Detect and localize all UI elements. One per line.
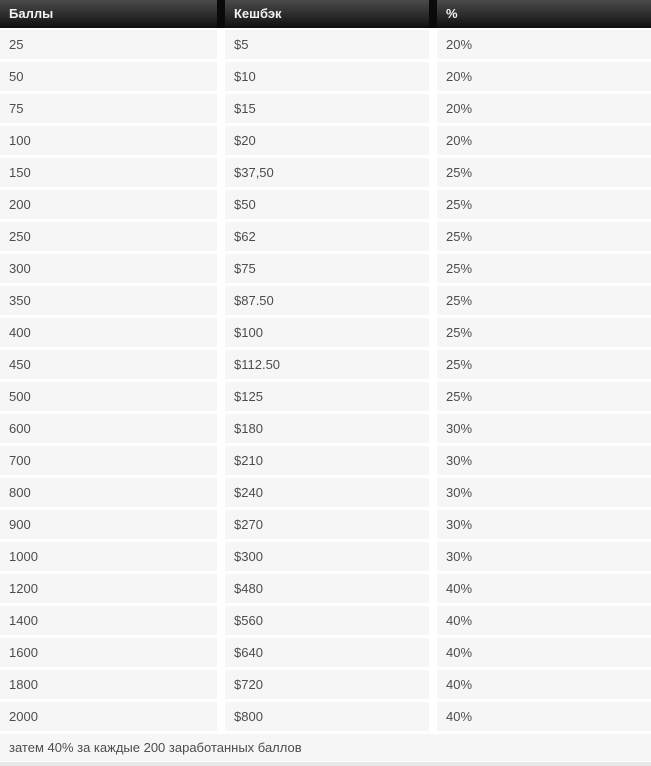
cell-cashback: $50 [225, 190, 429, 219]
cell-cashback: $112.50 [225, 350, 429, 379]
cell-points: 25 [0, 30, 217, 59]
column-header-points: Баллы [0, 0, 217, 28]
column-header-cashback: Кешбэк [225, 0, 429, 28]
cell-cashback: $300 [225, 542, 429, 571]
cell-percent: 30% [437, 542, 651, 571]
table-row: 1200 $480 40% [0, 574, 651, 603]
table-footnote: затем 40% за каждые 200 заработанных бал… [0, 734, 651, 761]
cell-points: 300 [0, 254, 217, 283]
cell-points: 100 [0, 126, 217, 155]
table-row: 700 $210 30% [0, 446, 651, 475]
table-row: 150 $37,50 25% [0, 158, 651, 187]
cell-points: 450 [0, 350, 217, 379]
cell-cashback: $10 [225, 62, 429, 91]
table-row: 300 $75 25% [0, 254, 651, 283]
cell-cashback: $87.50 [225, 286, 429, 315]
cell-points: 1800 [0, 670, 217, 699]
cell-points: 1200 [0, 574, 217, 603]
cell-points: 900 [0, 510, 217, 539]
cell-percent: 25% [437, 350, 651, 379]
table-row: 250 $62 25% [0, 222, 651, 251]
cell-percent: 30% [437, 510, 651, 539]
cell-points: 400 [0, 318, 217, 347]
table-row: 50 $10 20% [0, 62, 651, 91]
cell-cashback: $37,50 [225, 158, 429, 187]
table-header-row: Баллы Кешбэк % [0, 0, 651, 28]
cell-cashback: $270 [225, 510, 429, 539]
cell-percent: 40% [437, 702, 651, 731]
cell-points: 250 [0, 222, 217, 251]
cell-percent: 40% [437, 670, 651, 699]
table-row: 450 $112.50 25% [0, 350, 651, 379]
cell-percent: 30% [437, 446, 651, 475]
cell-percent: 20% [437, 62, 651, 91]
cell-percent: 20% [437, 126, 651, 155]
cell-cashback: $240 [225, 478, 429, 507]
cell-cashback: $640 [225, 638, 429, 667]
cell-cashback: $125 [225, 382, 429, 411]
cell-cashback: $180 [225, 414, 429, 443]
cell-cashback: $210 [225, 446, 429, 475]
table-row: 800 $240 30% [0, 478, 651, 507]
table-row: 100 $20 20% [0, 126, 651, 155]
cell-points: 500 [0, 382, 217, 411]
cell-points: 50 [0, 62, 217, 91]
table-row: 1800 $720 40% [0, 670, 651, 699]
cell-points: 700 [0, 446, 217, 475]
cell-percent: 40% [437, 638, 651, 667]
cell-cashback: $480 [225, 574, 429, 603]
column-header-percent: % [437, 0, 651, 28]
table-row: 400 $100 25% [0, 318, 651, 347]
cell-percent: 25% [437, 286, 651, 315]
cell-cashback: $15 [225, 94, 429, 123]
table-row: 2000 $800 40% [0, 702, 651, 731]
table-row: 25 $5 20% [0, 30, 651, 59]
cell-points: 600 [0, 414, 217, 443]
cell-points: 150 [0, 158, 217, 187]
cell-cashback: $100 [225, 318, 429, 347]
cell-percent: 25% [437, 190, 651, 219]
table-row: 900 $270 30% [0, 510, 651, 539]
table-row: 350 $87.50 25% [0, 286, 651, 315]
table-body: 25 $5 20% 50 $10 20% 75 $15 20% 100 $20 … [0, 30, 651, 731]
cell-cashback: $75 [225, 254, 429, 283]
cell-percent: 20% [437, 94, 651, 123]
table-row: 500 $125 25% [0, 382, 651, 411]
table-row: 200 $50 25% [0, 190, 651, 219]
cell-percent: 30% [437, 478, 651, 507]
cell-percent: 25% [437, 318, 651, 347]
cell-points: 1000 [0, 542, 217, 571]
cell-points: 1400 [0, 606, 217, 635]
cell-points: 75 [0, 94, 217, 123]
cell-percent: 25% [437, 382, 651, 411]
cell-points: 800 [0, 478, 217, 507]
cell-points: 1600 [0, 638, 217, 667]
cell-points: 350 [0, 286, 217, 315]
cell-percent: 25% [437, 158, 651, 187]
cell-cashback: $800 [225, 702, 429, 731]
cell-points: 2000 [0, 702, 217, 731]
cell-percent: 25% [437, 222, 651, 251]
cell-percent: 40% [437, 606, 651, 635]
cell-percent: 40% [437, 574, 651, 603]
cell-cashback: $560 [225, 606, 429, 635]
cell-points: 200 [0, 190, 217, 219]
table-row: 75 $15 20% [0, 94, 651, 123]
table-row: 1600 $640 40% [0, 638, 651, 667]
cell-cashback: $720 [225, 670, 429, 699]
cell-cashback: $20 [225, 126, 429, 155]
cell-cashback: $5 [225, 30, 429, 59]
table-row: 1400 $560 40% [0, 606, 651, 635]
table-row: 600 $180 30% [0, 414, 651, 443]
table-row: 1000 $300 30% [0, 542, 651, 571]
table-bottom-bar [0, 762, 651, 766]
cell-percent: 20% [437, 30, 651, 59]
cell-cashback: $62 [225, 222, 429, 251]
cell-percent: 30% [437, 414, 651, 443]
cell-percent: 25% [437, 254, 651, 283]
